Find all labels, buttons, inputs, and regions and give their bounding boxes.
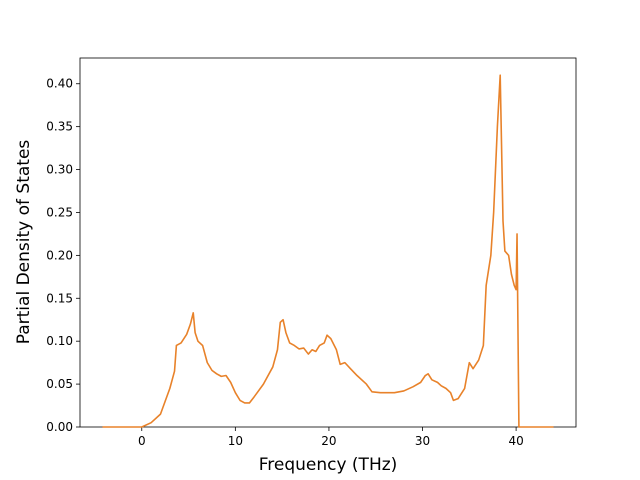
data-line bbox=[102, 74, 554, 428]
y-tick-label: 0.20 bbox=[46, 248, 73, 262]
x-tick-label: 40 bbox=[508, 434, 523, 448]
y-tick-label: 0.05 bbox=[46, 377, 73, 391]
y-tick-label: 0.25 bbox=[46, 205, 73, 219]
y-tick-label: 0.15 bbox=[46, 291, 73, 305]
y-tick-label: 0.35 bbox=[46, 120, 73, 134]
x-tick-label: 0 bbox=[138, 434, 146, 448]
x-tick-label: 20 bbox=[321, 434, 336, 448]
x-axis-label: Frequency (THz) bbox=[259, 455, 398, 475]
plot-frame bbox=[79, 57, 577, 428]
x-tick-label: 30 bbox=[415, 434, 430, 448]
y-tick-label: 0.00 bbox=[46, 420, 73, 434]
y-axis-label: Partial Density of States bbox=[14, 140, 34, 345]
y-tick-label: 0.30 bbox=[46, 163, 73, 177]
y-tick-label: 0.40 bbox=[46, 77, 73, 91]
y-tick-label: 0.10 bbox=[46, 334, 73, 348]
x-tick-label: 10 bbox=[228, 434, 243, 448]
